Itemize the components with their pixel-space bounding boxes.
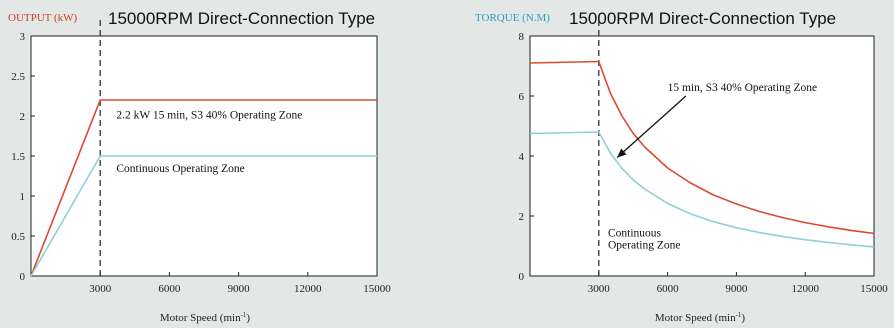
output-y-tick-label: 2.5	[11, 71, 25, 83]
output-chart-title: 15000RPM Direct-Connection Type	[108, 9, 375, 28]
output-series-continuous-line	[30, 155, 377, 277]
torque-annotation-2: Operating Zone	[608, 240, 681, 252]
output-x-tick-label: 9000	[228, 283, 251, 295]
torque-y-tick-label: 6	[519, 91, 525, 103]
torque-annotation-1: Continuous	[608, 228, 662, 240]
output-y-tick-label: 0.5	[11, 231, 25, 243]
output-x-axis-label: Motor Speed (min-1)	[160, 311, 251, 324]
torque-x-tick-label: 12000	[791, 283, 819, 295]
output-annotation-0: 2.2 kW 15 min, S3 40% Operating Zone	[116, 109, 302, 121]
torque-y-tick-label: 8	[519, 31, 525, 43]
output-y-tick-label: 0	[20, 271, 26, 283]
output-series-s3-line	[30, 99, 377, 277]
output-annotation-1: Continuous Operating Zone	[116, 163, 244, 175]
output-x-tick-label: 6000	[158, 283, 181, 295]
torque-x-axis-label: Motor Speed (min-1)	[655, 311, 746, 324]
output-y-tick-label: 1	[20, 191, 26, 203]
output-x-tick-label: 15000	[363, 283, 391, 295]
output-y-axis-label: OUTPUT (kW)	[8, 12, 77, 24]
torque-series-continuous-line	[529, 131, 875, 248]
output-y-tick-label: 1.5	[11, 151, 25, 163]
torque-plot-area	[529, 35, 875, 277]
torque-x-tick-label: 6000	[657, 283, 680, 295]
torque-chart-title: 15000RPM Direct-Connection Type	[569, 9, 836, 28]
output-y-tick-label: 2	[20, 111, 26, 123]
torque-y-tick-label: 4	[519, 151, 525, 163]
output-chart: OUTPUT (kW) 15000RPM Direct-Connection T…	[8, 9, 391, 324]
output-y-tick-label: 3	[20, 31, 26, 43]
torque-y-tick-label: 2	[519, 211, 525, 223]
torque-x-tick-label: 3000	[588, 283, 611, 295]
output-x-tick-label: 3000	[89, 283, 112, 295]
torque-annotation-arrowhead	[617, 148, 627, 158]
torque-y-axis-label: TORQUE (N.M)	[475, 12, 550, 24]
torque-series-s3-line	[529, 60, 875, 235]
torque-annotation-0: 15 min, S3 40% Operating Zone	[668, 82, 817, 94]
output-x-tick-label: 12000	[294, 283, 322, 295]
torque-annotation-arrow	[616, 95, 687, 158]
torque-x-tick-label: 15000	[860, 283, 888, 295]
torque-y-tick-label: 0	[519, 271, 525, 283]
torque-x-tick-label: 9000	[725, 283, 748, 295]
torque-chart: TORQUE (N.M) 15000RPM Direct-Connection …	[475, 9, 888, 324]
